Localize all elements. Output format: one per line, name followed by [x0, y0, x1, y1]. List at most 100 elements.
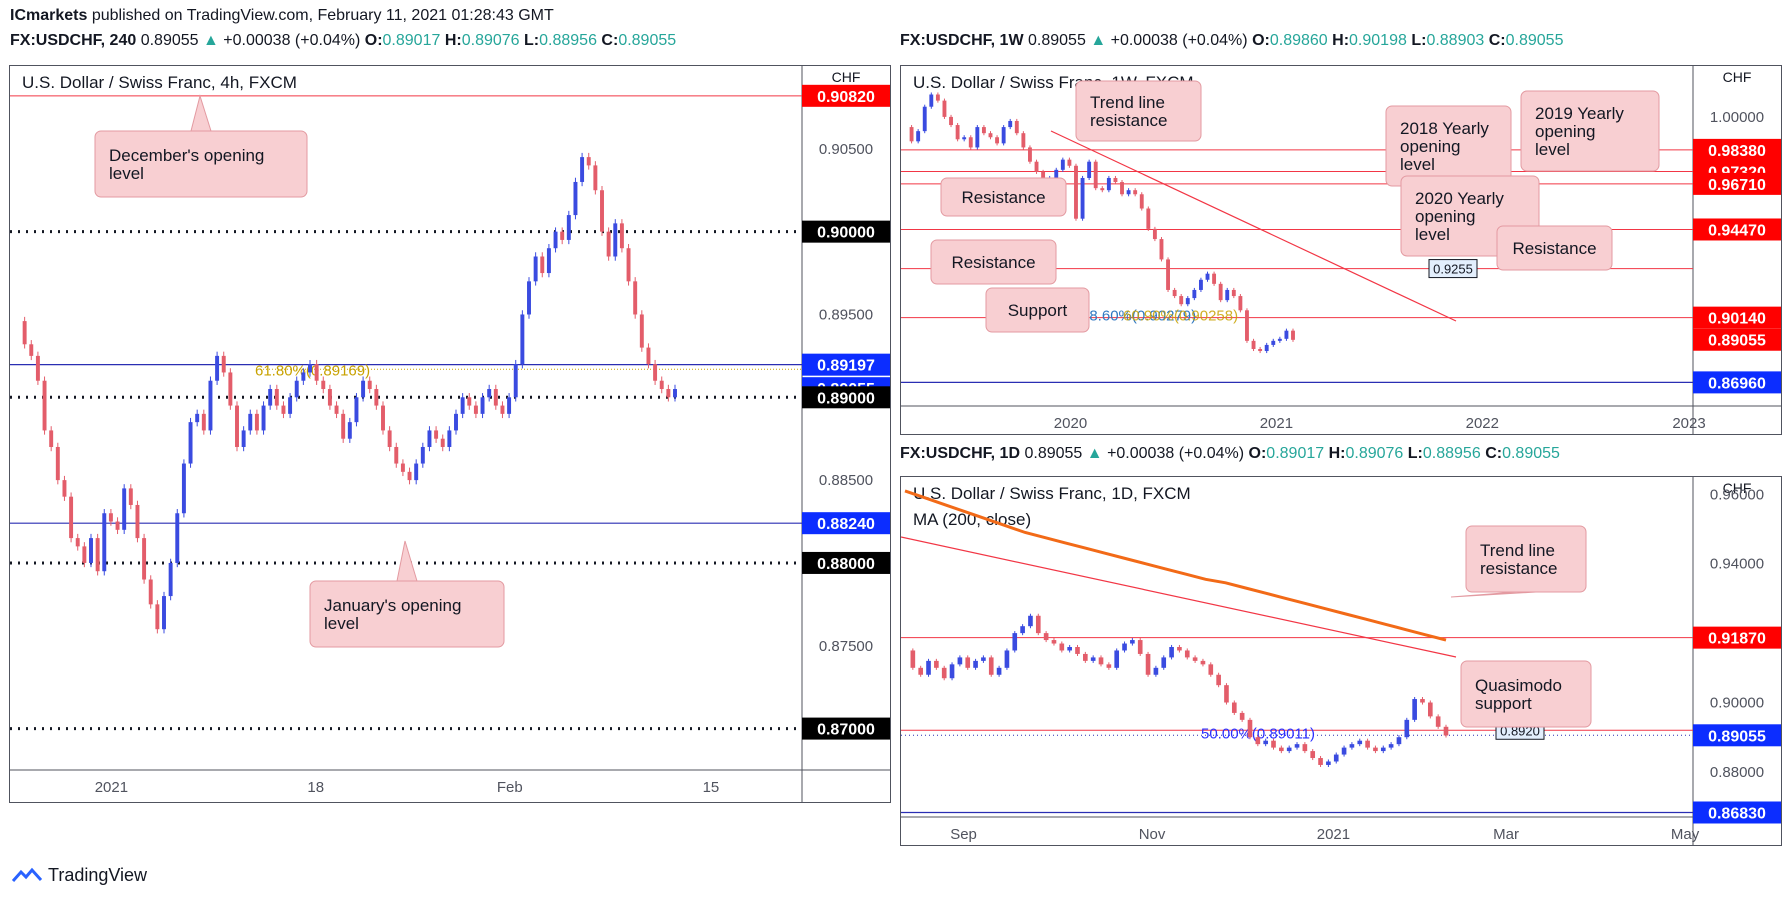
candle-body — [1083, 653, 1088, 661]
candle-body — [1245, 310, 1249, 341]
candle-body — [1255, 737, 1261, 745]
candle-body — [361, 380, 366, 398]
candle-body — [314, 364, 319, 381]
callout-text: support — [1475, 694, 1532, 713]
up-arrow-icon: ▲ — [1090, 32, 1107, 49]
candle-body — [1412, 699, 1417, 720]
candle-body — [381, 405, 385, 431]
price-tag-label: 0.89000 — [817, 390, 875, 407]
time-tick-label: 18 — [307, 779, 324, 796]
candle-body — [414, 463, 419, 481]
callout-box — [985, 287, 1090, 333]
tradingview-logo[interactable]: TradingView — [12, 865, 147, 886]
candle-body — [1396, 737, 1402, 745]
symbol-label: FX:USDCHF, 1D — [900, 445, 1021, 462]
candle-body — [1159, 239, 1164, 260]
callout-box — [1496, 225, 1613, 271]
candle-body — [367, 380, 372, 390]
price-tag — [802, 551, 890, 574]
callout-text: opening — [1415, 207, 1476, 226]
candle-body — [1051, 640, 1057, 644]
candle-body — [434, 430, 439, 439]
candle-body — [1126, 190, 1131, 195]
candle-body — [228, 372, 233, 406]
candle-body — [1172, 289, 1177, 297]
candle-body — [659, 380, 664, 390]
candle-body — [533, 256, 538, 282]
chart-svg-1w[interactable]: U.S. Dollar / Swiss Franc, 1W, FXCM CHF1.… — [901, 66, 1781, 434]
candle-body — [1034, 161, 1039, 172]
candle-body — [1349, 744, 1355, 748]
price-tick-label: 0.89500 — [819, 306, 873, 323]
callout-text: resistance — [1090, 111, 1167, 130]
candle-body — [281, 405, 286, 414]
candle-body — [1373, 747, 1378, 752]
candle-body — [1014, 120, 1019, 134]
time-tick-label: 2021 — [1260, 415, 1293, 432]
candle-body — [1192, 289, 1197, 299]
chart-title: U.S. Dollar / Swiss Franc, 4h, FXCM — [22, 73, 297, 92]
candle-body — [916, 131, 921, 142]
price-tag — [1693, 371, 1781, 394]
price-tag-label: 0.89055 — [1708, 728, 1766, 745]
publisher-name: ICmarkets — [10, 7, 88, 24]
price-box — [1428, 259, 1478, 279]
candle-body — [1192, 657, 1198, 661]
candle-body — [89, 538, 93, 563]
candle-body — [1341, 747, 1347, 755]
candle-body — [122, 488, 127, 530]
chart-title: U.S. Dollar / Swiss Franc, 1D, FXCM — [913, 484, 1191, 503]
candle-body — [188, 422, 193, 464]
chart-panel-1d[interactable]: U.S. Dollar / Swiss Franc, 1D, FXCM MA (2… — [900, 476, 1782, 846]
candle-body — [1271, 340, 1276, 345]
candle-body — [1185, 298, 1190, 305]
candle-body — [128, 488, 133, 505]
candle-body — [1184, 650, 1190, 658]
candle-body — [1113, 177, 1118, 183]
candle-body — [208, 380, 213, 431]
price-tag — [802, 353, 890, 376]
price-tag — [1693, 172, 1781, 195]
price-tag — [1693, 218, 1781, 241]
chart-svg-4h[interactable]: U.S. Dollar / Swiss Franc, 4h, FXCM CHF 0.… — [10, 66, 890, 802]
candle-body — [95, 538, 100, 572]
price-tag — [802, 84, 890, 107]
change-value: +0.00038 (+0.04%) — [1107, 445, 1245, 462]
callout-box — [1520, 90, 1660, 172]
candle-body — [1114, 650, 1120, 668]
candle-body — [573, 181, 578, 216]
candle-body — [1224, 685, 1229, 703]
close-value: 0.89055 — [1502, 445, 1560, 462]
price-tick-label: 0.90500 — [819, 141, 873, 158]
candle-body — [1247, 719, 1253, 738]
candle-body — [1035, 615, 1041, 634]
candle-body — [1020, 626, 1025, 634]
candle-body — [1179, 296, 1184, 305]
fib-label: 61.80%(0.89169) — [255, 362, 370, 379]
chart-panel-4h[interactable]: U.S. Dollar / Swiss Franc, 4h, FXCM CHF 0.… — [9, 65, 891, 803]
fib-label: 60.90%(0.90258) — [1123, 308, 1238, 325]
candle-body — [1075, 647, 1080, 654]
candle-body — [221, 355, 226, 373]
candle-body — [1216, 674, 1221, 686]
candle-body — [1251, 340, 1256, 349]
chart-panel-1w[interactable]: U.S. Dollar / Swiss Franc, 1W, FXCM CHF 1.… — [900, 65, 1782, 435]
last-price: 0.89055 — [1024, 445, 1083, 462]
callout-text: Support — [1008, 301, 1068, 320]
candle-body — [1258, 348, 1263, 352]
candle-body — [62, 480, 67, 497]
candle-body — [1001, 127, 1006, 144]
candle-body — [261, 405, 266, 431]
close-value: 0.89055 — [618, 32, 677, 49]
candle-body — [162, 596, 166, 630]
candle-body — [981, 127, 986, 134]
price-tick-label: 0.96000 — [1710, 486, 1764, 503]
candle-body — [910, 650, 916, 668]
candle-body — [1333, 754, 1339, 762]
high-value: 0.89076 — [1345, 445, 1404, 462]
candle-body — [201, 413, 206, 431]
candle-body — [447, 430, 452, 447]
candle-body — [387, 430, 392, 447]
price-tick-label: 0.94000 — [1710, 556, 1764, 573]
